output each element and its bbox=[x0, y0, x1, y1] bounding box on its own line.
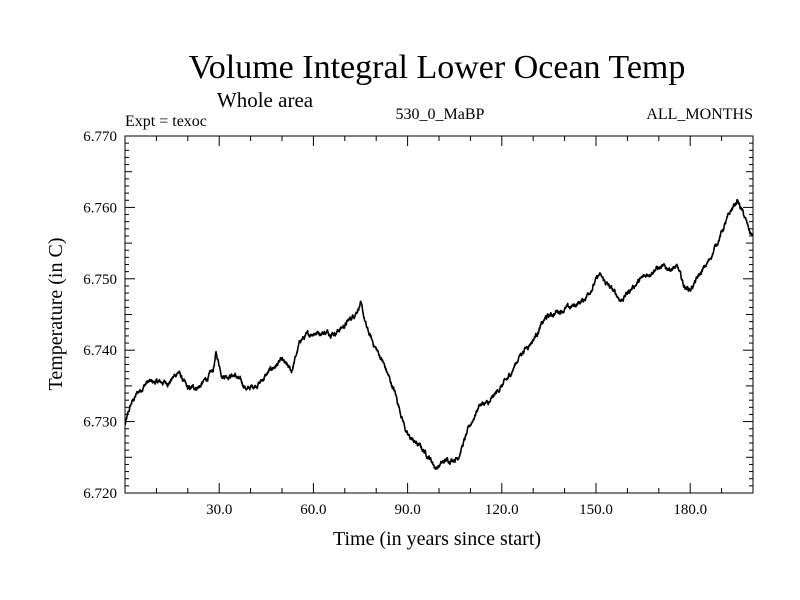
y-axis-label: Temperature (in C) bbox=[45, 238, 67, 391]
x-tick-label: 60.0 bbox=[300, 502, 326, 518]
plot-frame bbox=[124, 135, 754, 494]
y-tick-label: 6.750 bbox=[83, 272, 117, 288]
x-tick-label: 90.0 bbox=[394, 502, 420, 518]
x-axis: 30.0 60.0 90.0 120.0 150.0 180.0 bbox=[155, 136, 723, 518]
x-axis-label: Time (in years since start) bbox=[333, 528, 541, 550]
y-tick-label: 6.730 bbox=[83, 415, 117, 431]
x-tick-label: 180.0 bbox=[673, 502, 707, 518]
months-label: ALL_MONTHS bbox=[646, 106, 753, 123]
y-tick-label: 6.770 bbox=[83, 129, 117, 145]
experiment-label: Expt = texoc bbox=[125, 113, 207, 130]
x-tick-label: 150.0 bbox=[579, 502, 613, 518]
chart-subtitle: Whole area bbox=[217, 88, 314, 112]
x-tick-label: 120.0 bbox=[485, 502, 519, 518]
y-tick-label: 6.760 bbox=[83, 200, 117, 216]
y-tick-label: 6.740 bbox=[83, 343, 117, 359]
y-tick-label: 6.720 bbox=[83, 486, 117, 502]
series-line-temperature bbox=[124, 198, 754, 470]
x-tick-label: 30.0 bbox=[206, 502, 232, 518]
period-label: 530_0_MaBP bbox=[396, 106, 485, 123]
y-axis: 6.720 6.730 6.740 6.750 6.760 6.770 bbox=[83, 129, 753, 502]
chart-title: Volume Integral Lower Ocean Temp bbox=[189, 49, 686, 86]
plot-area bbox=[124, 135, 754, 494]
